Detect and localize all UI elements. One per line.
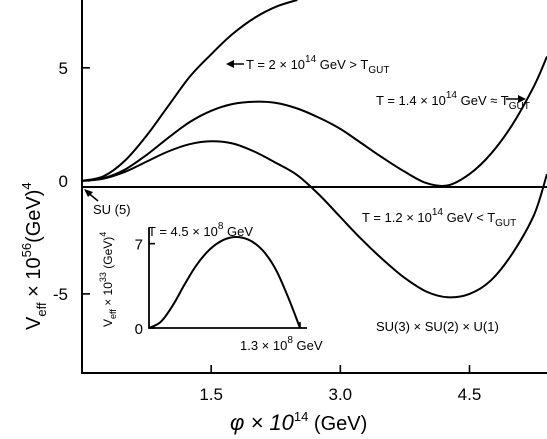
y-axis-label-unit: (GeV)	[23, 190, 45, 243]
main-axes-frame	[81, 0, 547, 374]
x-tick-label: 4.5	[458, 385, 482, 404]
inset-y-axis-label-sub: eff	[108, 309, 118, 319]
x-axis-label: φ × 1014 (GeV)	[230, 409, 367, 435]
inset-x-tick-exp: 8	[287, 335, 293, 346]
annotation-t12e14-exp: 14	[432, 207, 444, 218]
inset-y-tick-group: 70	[135, 237, 155, 338]
y-tick-label: -5	[53, 285, 68, 304]
inset-y-axis-label-pow: 4	[98, 232, 108, 237]
y-axis-label: Veff × 1056(GeV)4	[19, 182, 49, 330]
annotation-t2e14-sub: GUT	[368, 65, 389, 76]
annotation-t12e14-sub: GUT	[495, 218, 516, 229]
annotation-t2e14-main: T = 2 × 10	[246, 57, 305, 72]
x-tick-label: 3.0	[329, 385, 353, 404]
y-axis-label-exp: 56	[19, 243, 34, 257]
svg-text:T = 2 × 1014 GeV > TGUT: T = 2 × 1014 GeV > TGUT	[246, 54, 389, 76]
inset-y-axis-label-exp: 33	[98, 272, 108, 282]
annotation-t12e14: T = 1.2 × 1014 GeV < TGUT	[362, 207, 516, 229]
annotation-t2e14: T = 2 × 1014 GeV > TGUT	[226, 54, 389, 76]
series-line-t14e14	[81, 56, 547, 187]
annotation-t14e14-exp: 14	[446, 90, 458, 101]
inset-title-unit: GeV	[223, 224, 253, 239]
annotation-su5: SU (5)	[84, 189, 131, 217]
inset-x-tick-unit: GeV	[293, 338, 323, 353]
inset-axes-frame	[148, 228, 307, 329]
annotation-t14e14-main: T = 1.4 × 10	[376, 93, 446, 108]
inset-x-tick-main: 1.3 × 10	[240, 338, 287, 353]
y-axis-label-pow: 4	[19, 182, 34, 189]
svg-text:T = 1.4 × 1014 GeV ≈ TGUT: T = 1.4 × 1014 GeV ≈ TGUT	[376, 90, 530, 112]
y-axis-label-sub: eff	[34, 302, 49, 317]
x-axis-label-main: φ × 10	[230, 410, 295, 435]
x-axis-label-unit: (GeV)	[308, 413, 367, 435]
inset-title: T = 4.5 × 108 GeV	[148, 221, 253, 239]
inset-y-axis-label: Veff × 1033 (GeV)4	[98, 232, 118, 327]
annotation-t14e14-sub: GUT	[509, 101, 530, 112]
annotation-t14e14: T = 1.4 × 1014 GeV ≈ TGUT	[376, 90, 530, 112]
inset-title-exp: 8	[218, 221, 224, 232]
annotation-su5-text: SU (5)	[93, 202, 131, 217]
annotation-t12e14-main: T = 1.2 × 10	[362, 210, 432, 225]
annotation-t2e14-rest: GeV > T	[316, 57, 368, 72]
y-tick-label: 0	[59, 172, 68, 191]
y-tick-label: 5	[59, 59, 68, 78]
x-axis-label-exp: 14	[294, 409, 308, 424]
inset-y-axis-label-unit: (GeV)	[101, 237, 115, 272]
inset-title-main: T = 4.5 × 10	[148, 224, 218, 239]
annotation-su321: SU(3) × SU(2) × U(1)	[376, 319, 499, 334]
series-line-t2e14	[81, 0, 298, 182]
inset-chart: 70 T = 4.5 × 108 GeV Veff × 1033 (GeV)4 …	[98, 221, 323, 353]
y-tick-group: 5 0 -5	[53, 59, 90, 304]
x-tick-group: 1.5 3.0 4.5	[199, 365, 481, 404]
series-line-t12e14	[81, 140, 547, 299]
inset-x-tick-label: 1.3 × 108 GeV	[240, 335, 323, 353]
svg-text:T = 1.2 × 1014 GeV < TGUT: T = 1.2 × 1014 GeV < TGUT	[362, 207, 516, 229]
inset-y-tick-label: 7	[135, 237, 143, 254]
annotation-t14e14-rest: GeV ≈ T	[457, 93, 509, 108]
x-tick-label: 1.5	[199, 385, 223, 404]
annotation-t12e14-rest: GeV < T	[443, 210, 495, 225]
annotation-t2e14-exp: 14	[305, 54, 317, 65]
y-axis-label-main: V	[23, 316, 45, 330]
inset-y-axis-label-mid: × 10	[101, 282, 115, 309]
inset-series-line	[148, 236, 301, 329]
y-axis-label-mid: × 10	[23, 257, 45, 302]
inset-y-tick-label: 0	[135, 321, 143, 338]
inset-y-axis-label-main: V	[101, 319, 115, 327]
